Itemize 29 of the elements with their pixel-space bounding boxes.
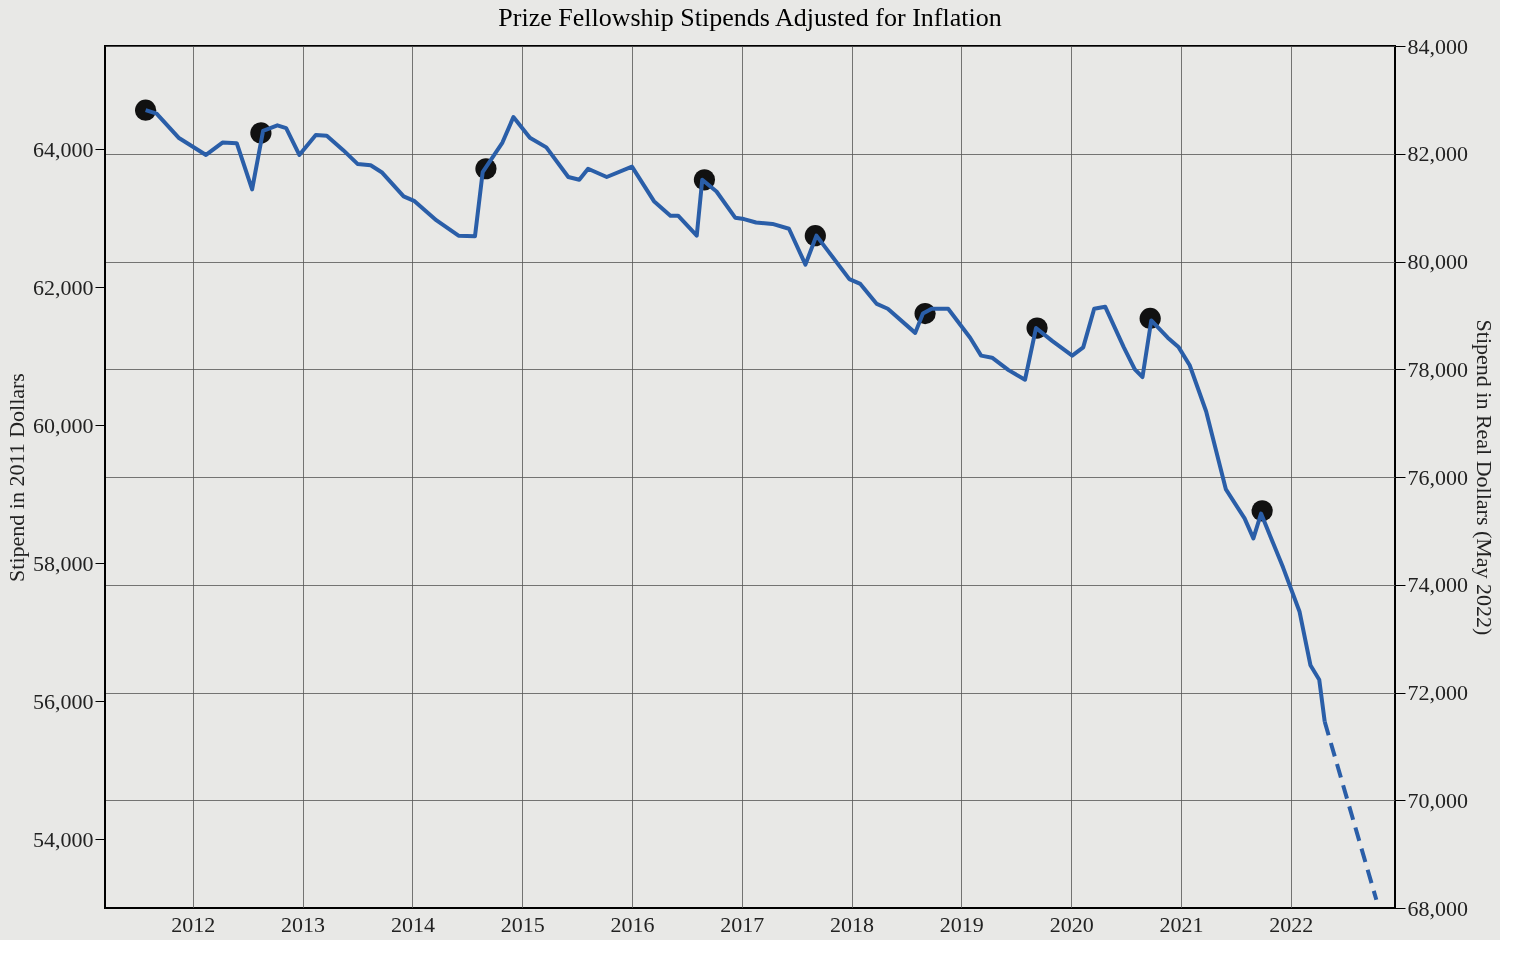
x-tick-label: 2017 <box>720 911 765 937</box>
y-tick-label: 64,000 <box>33 136 94 162</box>
y2-tick-label: 78,000 <box>1407 356 1468 382</box>
y-tick-label: 54,000 <box>33 826 94 852</box>
y2-tick-label: 70,000 <box>1407 787 1468 813</box>
y-tick-label: 60,000 <box>33 412 94 438</box>
x-tick-label: 2016 <box>610 911 655 937</box>
x-tick-label: 2021 <box>1159 911 1204 937</box>
y-tick-label: 62,000 <box>33 274 94 300</box>
y2-tick-label: 80,000 <box>1407 249 1468 274</box>
x-tick-label: 2020 <box>1049 911 1094 937</box>
y2-tick-label: 84,000 <box>1407 33 1468 59</box>
x-tick-label: 2012 <box>171 911 216 937</box>
x-tick-label: 2015 <box>500 911 545 937</box>
x-tick-label: 2022 <box>1269 911 1314 937</box>
chart-title: Prize Fellowship Stipends Adjusted for Inflation <box>498 3 1002 32</box>
x-tick-label: 2013 <box>281 911 326 937</box>
y2-tick-label: 74,000 <box>1407 572 1468 598</box>
y2-tick-label: 68,000 <box>1407 895 1468 921</box>
y-tick-label: 56,000 <box>33 688 94 714</box>
x-tick-label: 2018 <box>830 911 875 937</box>
y2-tick-label: 76,000 <box>1407 464 1468 490</box>
x-tick-label: 2014 <box>390 911 435 937</box>
x-tick-label: 2019 <box>939 911 984 937</box>
y-tick-label: 58,000 <box>33 550 94 576</box>
y-axis-title: Stipend in 2011 Dollars <box>4 373 29 582</box>
y2-tick-label: 72,000 <box>1407 680 1468 705</box>
y2-axis-title: Stipend in Real Dollars (May 2022) <box>1472 319 1497 636</box>
y2-tick-label: 82,000 <box>1407 141 1468 167</box>
